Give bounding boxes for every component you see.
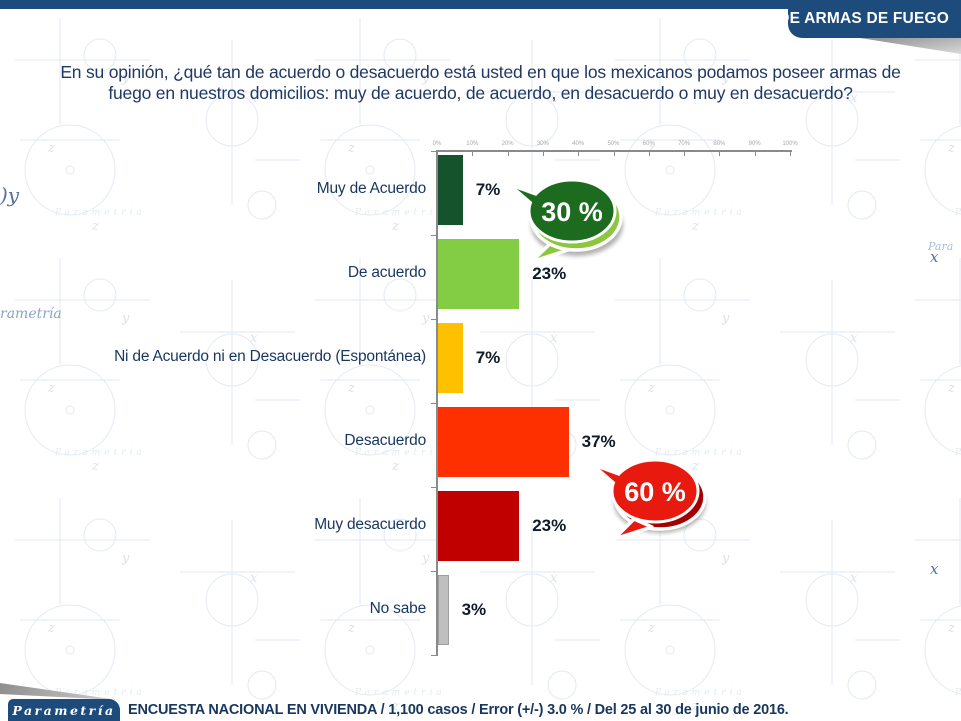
value-label: 7% <box>475 180 501 199</box>
x-axis-tick <box>790 152 791 156</box>
x-axis-tick <box>613 152 615 156</box>
y-axis-tick <box>431 403 436 404</box>
y-axis-tick <box>431 655 436 656</box>
x-axis-tick-label: 10% <box>466 141 479 147</box>
x-axis-tick-label: 80% <box>713 141 726 147</box>
value-label: 7% <box>475 348 501 367</box>
y-axis-tick <box>431 319 436 320</box>
x-axis-tick <box>472 152 474 156</box>
x-axis-tick-label: 100% <box>782 141 798 147</box>
header-banner: USO DE ARMAS DE FUEGO <box>740 0 961 38</box>
category-label: Ni de Acuerdo ni en Desacuerdo (Espontán… <box>114 348 426 365</box>
x-axis-tick-label: 0% <box>432 141 442 147</box>
chart-row: No sabe 3% <box>0 571 961 655</box>
x-axis-tick <box>754 152 756 156</box>
x-axis-tick <box>684 152 686 156</box>
chart-row: Muy de Acuerdo 7% <box>0 151 961 235</box>
x-axis <box>436 150 792 152</box>
callout-agree-label: 30 % <box>541 197 603 227</box>
question-text: En su opinión, ¿qué tan de acuerdo o des… <box>18 62 943 104</box>
y-axis-tick <box>431 235 436 236</box>
watermark-accent: Para <box>928 240 954 253</box>
callout-disagree: 60 % <box>596 458 707 541</box>
bar <box>438 239 520 309</box>
x-axis-tick-label: 20% <box>501 141 514 147</box>
x-axis-tick <box>719 152 721 156</box>
callout-agree: 30 % <box>513 178 623 264</box>
chart-row: Ni de Acuerdo ni en Desacuerdo (Espontán… <box>0 319 961 403</box>
bar <box>438 323 463 393</box>
y-axis <box>436 150 438 656</box>
category-label: No sabe <box>369 600 427 617</box>
x-axis-tick <box>578 152 580 156</box>
question-line1: En su opinión, ¿qué tan de acuerdo o des… <box>60 62 901 82</box>
chart-row: Muy desacuerdo 23% <box>0 487 961 571</box>
footer-survey-info: ENCUESTA NACIONAL EN VIVIENDA / 1,100 ca… <box>128 702 789 718</box>
question-line2: fuego en nuestros domicilios: muy de acu… <box>108 83 853 103</box>
value-label: 3% <box>461 600 487 619</box>
x-axis-tick-label: 60% <box>642 141 655 147</box>
watermark-accent: x <box>930 560 939 578</box>
category-label: Desacuerdo <box>344 432 426 449</box>
page-title: USO DE ARMAS DE FUEGO <box>739 10 949 27</box>
chart-row: De acuerdo 23% <box>0 235 961 319</box>
category-label: Muy de Acuerdo <box>316 180 426 197</box>
category-label: Muy desacuerdo <box>314 516 426 533</box>
y-axis-tick <box>431 151 436 152</box>
x-axis-tick-label: 90% <box>748 141 761 147</box>
bar <box>438 491 520 561</box>
x-axis-tick-label: 70% <box>678 141 691 147</box>
chart-row: Desacuerdo 37% <box>0 403 961 487</box>
bar <box>438 407 569 477</box>
x-axis-tick <box>648 152 650 156</box>
x-axis-tick-label: 40% <box>572 141 585 147</box>
footer-logo-label: Parametría <box>12 702 116 718</box>
category-label: De acuerdo <box>347 264 426 281</box>
footer-logo: Parametría <box>8 699 120 721</box>
watermark-accent: x <box>930 248 939 266</box>
value-label: 23% <box>532 516 567 535</box>
value-label: 23% <box>532 264 567 283</box>
watermark-accent: )y <box>0 183 20 207</box>
bar <box>438 155 463 225</box>
x-axis-tick <box>542 152 544 156</box>
callout-disagree-label: 60 % <box>624 477 686 507</box>
x-axis-tick <box>507 152 509 156</box>
bar <box>438 575 449 645</box>
value-label: 37% <box>581 432 616 451</box>
x-axis-tick <box>437 152 438 156</box>
header-strip <box>0 0 961 9</box>
x-axis-tick-label: 30% <box>536 141 549 147</box>
x-axis-tick-label: 50% <box>607 141 620 147</box>
y-axis-tick <box>431 487 436 488</box>
watermark-accent: rametría <box>0 306 62 322</box>
y-axis-tick <box>431 571 436 572</box>
